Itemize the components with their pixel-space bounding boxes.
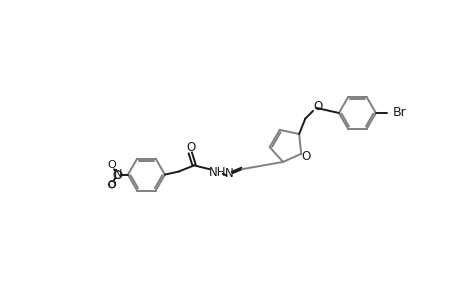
Text: O: O: [312, 100, 322, 113]
Text: Br: Br: [392, 106, 406, 119]
Text: O: O: [107, 160, 116, 170]
Text: N: N: [113, 169, 122, 179]
Text: O: O: [186, 141, 195, 154]
Text: O: O: [107, 180, 116, 190]
Text: O: O: [301, 150, 310, 164]
Text: N: N: [225, 167, 234, 180]
Text: NH: NH: [208, 166, 225, 179]
